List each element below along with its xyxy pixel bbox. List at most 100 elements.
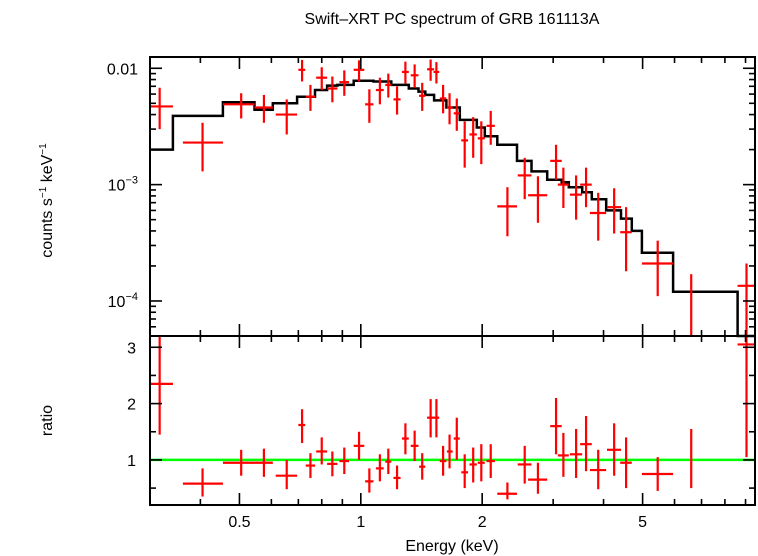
spectrum-point xyxy=(550,144,562,180)
ratio-point xyxy=(222,449,255,476)
spectrum-point xyxy=(469,117,477,158)
ratio-point xyxy=(737,336,755,458)
model-step-line xyxy=(150,79,755,338)
ratio-point xyxy=(375,454,384,482)
chart-title: Swift–XRT PC spectrum of GRB 161113A xyxy=(305,11,600,28)
spectrum-point xyxy=(393,86,401,115)
spectrum-point xyxy=(305,84,316,111)
spectrum-point xyxy=(461,121,469,168)
y-tick-label: 3 xyxy=(127,340,136,357)
spectrum-y-ticks: 0.01 10−3 10−4 xyxy=(107,61,755,337)
ratio-point xyxy=(486,444,495,478)
ratio-point xyxy=(305,453,316,478)
ratio-point xyxy=(339,447,350,475)
ratio-point xyxy=(254,448,273,477)
spectrum-point xyxy=(517,157,532,200)
spectrum-point xyxy=(353,60,365,82)
ratio-point xyxy=(275,459,298,490)
spectrum-point xyxy=(497,187,517,237)
ratio-point xyxy=(353,431,365,460)
spectrum-point xyxy=(419,82,426,111)
ratio-point xyxy=(497,482,517,500)
ratio-frame xyxy=(149,335,756,506)
x-tick-label: 2 xyxy=(478,514,487,531)
ratio-point xyxy=(446,434,453,469)
ratio-point xyxy=(589,449,607,490)
ratio-point xyxy=(569,428,583,478)
spectrum-point xyxy=(453,98,460,131)
ratio-point xyxy=(528,462,548,494)
x-tick-label: 0.5 xyxy=(228,514,250,531)
ratio-x-ticks xyxy=(149,336,747,505)
spectrum-point xyxy=(737,263,755,336)
ratio-point xyxy=(419,453,426,480)
ratio-point xyxy=(641,457,674,491)
spectrum-point xyxy=(375,77,384,105)
ratio-point xyxy=(393,465,401,490)
spectrum-point xyxy=(446,93,453,125)
spectrum-point xyxy=(580,167,592,208)
spectrum-point xyxy=(339,70,350,96)
y-tick-label: 10−3 xyxy=(108,175,138,195)
spectrum-point xyxy=(385,73,392,98)
spectrum-point xyxy=(477,121,485,165)
spectrum-point xyxy=(182,122,223,172)
ratio-point xyxy=(469,447,477,483)
y-tick-label: 0.01 xyxy=(107,61,138,78)
ratio-point xyxy=(607,423,622,476)
ylabel-exp1: −1 xyxy=(38,186,49,198)
ratio-point xyxy=(439,445,447,476)
y-tick-label: 1 xyxy=(127,453,136,470)
ratio-point xyxy=(620,437,632,489)
spectrum-point xyxy=(427,59,435,81)
ratio-point xyxy=(401,423,409,455)
ratio-point xyxy=(385,448,392,475)
ratio-point xyxy=(365,468,374,493)
spectrum-point xyxy=(607,188,622,234)
ratio-data-points xyxy=(150,336,755,500)
spectrum-point xyxy=(569,175,583,220)
spectrum-point xyxy=(327,76,338,103)
ratio-y-axis-label: ratio xyxy=(39,405,56,436)
spectrum-point xyxy=(557,167,569,208)
ratio-point xyxy=(461,454,469,489)
ylabel-main: counts s xyxy=(39,198,56,258)
spectrum-point xyxy=(316,67,328,91)
ratio-point xyxy=(427,399,435,438)
ratio-point xyxy=(298,409,306,444)
spectrum-point xyxy=(298,59,306,82)
y-tick-label: 10−4 xyxy=(108,291,138,311)
ratio-point xyxy=(433,399,440,438)
x-axis-label: Energy (keV) xyxy=(405,538,498,555)
spectrum-point xyxy=(401,61,409,84)
y-tick-label: 2 xyxy=(127,397,136,414)
spectrum-y-axis-label: counts s−1 keV−1 xyxy=(38,143,56,258)
model-curve-group xyxy=(150,79,755,338)
ylabel-mid: keV xyxy=(39,154,56,186)
ratio-point xyxy=(316,437,328,465)
ratio-panel: 1 2 3 ratio xyxy=(39,335,756,506)
spectrum-point xyxy=(222,93,255,119)
spectrum-point xyxy=(150,87,173,130)
ratio-point xyxy=(477,444,485,482)
spectrum-point xyxy=(589,192,607,241)
x-tick-labels: 0.5 1 2 5 xyxy=(228,514,647,531)
ylabel-exp2: −1 xyxy=(38,143,49,155)
ratio-y-ticks: 1 2 3 xyxy=(127,340,755,489)
spectrum-point xyxy=(486,110,495,145)
ratio-point xyxy=(453,417,460,460)
ratio-point xyxy=(182,468,223,497)
ratio-point xyxy=(557,432,569,477)
ratio-point xyxy=(517,445,532,484)
ratio-point xyxy=(410,430,419,462)
ratio-point xyxy=(580,415,592,472)
spectrum-point xyxy=(275,99,298,135)
spectrum-point xyxy=(439,84,447,114)
spectrum-point xyxy=(433,62,440,84)
spectrum-point xyxy=(641,240,674,297)
x-tick-label: 1 xyxy=(356,514,365,531)
spectrum-x-ticks xyxy=(149,57,747,336)
spectrum-point xyxy=(528,176,548,223)
spectrum-point xyxy=(254,94,273,123)
